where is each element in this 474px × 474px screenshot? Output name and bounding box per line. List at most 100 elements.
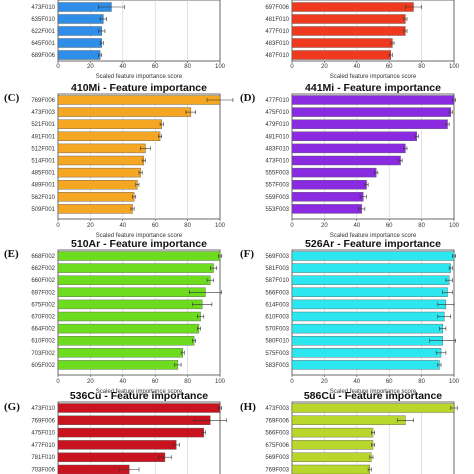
x-tick-label: 20 [87, 64, 94, 70]
category-label: 481F010 [265, 17, 289, 23]
panel-h: 586Cu - Feature importance (H) 473F003 769F… [240, 390, 458, 474]
bar [291, 14, 406, 24]
category-label: 645F001 [31, 41, 55, 47]
category-label: 614F003 [265, 302, 289, 308]
bar [57, 50, 101, 60]
x-tick-label: 80 [184, 64, 191, 70]
x-tick-label: 60 [386, 379, 393, 385]
bar [291, 464, 370, 474]
bar [291, 26, 406, 36]
panel-c: 410Mi - Feature importance (C) 769F006 473F… [4, 82, 234, 239]
category-label: 635F010 [31, 17, 55, 23]
bar [57, 311, 201, 322]
category-label: 781F010 [31, 455, 55, 461]
panel-title: 526Ar - Feature importance [305, 238, 441, 250]
bar [57, 119, 162, 129]
bar [57, 38, 102, 48]
bar [291, 440, 374, 450]
panel-title: 410Mi - Feature importance [71, 82, 207, 94]
bar [57, 323, 200, 334]
x-tick-label: 0 [290, 223, 294, 229]
x-tick-label: 80 [184, 379, 191, 385]
category-label: 509F001 [31, 207, 55, 213]
bar [57, 251, 221, 261]
bar [291, 299, 447, 310]
bar [57, 440, 177, 450]
x-tick-label: 20 [321, 64, 328, 70]
category-label: 575F003 [265, 351, 289, 357]
x-tick-label: 0 [290, 379, 294, 385]
x-tick-label: 40 [119, 64, 126, 70]
category-label: 477F010 [265, 98, 289, 104]
category-label: 566F003 [265, 431, 289, 437]
bar [291, 348, 442, 358]
bar [57, 287, 206, 297]
category-label: 473F010 [31, 406, 55, 412]
category-label: 583F003 [265, 363, 289, 369]
x-tick-label: 80 [418, 223, 425, 229]
category-label: 769F003 [265, 468, 289, 474]
x-tick-label: 40 [353, 379, 360, 385]
bar [291, 119, 448, 129]
bar [291, 311, 445, 322]
category-label: 697F002 [31, 290, 55, 296]
bar [57, 26, 102, 36]
category-label: 689F006 [31, 53, 55, 59]
x-tick-label: 80 [418, 379, 425, 385]
x-tick-label: 100 [449, 223, 460, 229]
category-label: 514F001 [31, 159, 55, 165]
category-label: 668F002 [31, 254, 55, 260]
x-tick-label: 80 [418, 64, 425, 70]
bar [57, 464, 130, 474]
bar [291, 2, 414, 12]
x-axis-label: Scaled feature importance score [96, 233, 183, 239]
category-label: 473F010 [31, 5, 55, 11]
category-label: 670F002 [31, 315, 55, 321]
x-tick-label: 0 [56, 64, 60, 70]
category-label: 521F001 [31, 122, 55, 128]
category-label: 675F002 [31, 302, 55, 308]
category-label: 675F006 [265, 443, 289, 449]
panel-title: 510Ar - Feature importance [71, 238, 207, 250]
bar [291, 179, 367, 190]
x-tick-label: 40 [119, 379, 126, 385]
bar [57, 348, 183, 358]
category-label: 559F003 [265, 195, 289, 201]
bar [291, 336, 443, 346]
bar [57, 167, 141, 178]
bar [291, 204, 362, 214]
panel-e: 510Ar - Feature importance (E) 668F002 662F… [4, 238, 226, 395]
x-tick-label: 20 [87, 379, 94, 385]
bar [57, 14, 104, 24]
category-label: 587F010 [265, 278, 289, 284]
category-label: 622F001 [31, 29, 55, 35]
x-tick-label: 40 [353, 64, 360, 70]
category-label: 570F003 [265, 327, 289, 333]
panel-letter: (H) [240, 401, 256, 413]
bar [57, 107, 192, 117]
panel-letter: (G) [4, 401, 20, 413]
category-label: 664F002 [31, 327, 55, 333]
category-label: 555F003 [265, 171, 289, 177]
category-label: 512F001 [31, 146, 55, 152]
x-tick-label: 40 [353, 223, 360, 229]
bar [291, 155, 401, 166]
category-label: 477F010 [31, 443, 55, 449]
category-label: 769F006 [31, 98, 55, 104]
bar [57, 95, 221, 105]
category-label: 605F002 [31, 363, 55, 369]
bar [57, 263, 214, 273]
category-label: 485F001 [31, 171, 55, 177]
panel-title: 441Mi - Feature importance [305, 82, 441, 94]
bar [57, 204, 133, 214]
x-tick-label: 20 [321, 379, 328, 385]
panel-letter: (F) [240, 248, 254, 260]
category-label: 569F003 [265, 455, 289, 461]
x-tick-label: 80 [184, 223, 191, 229]
x-tick-label: 60 [386, 223, 393, 229]
bar [57, 427, 205, 438]
category-label: 489F001 [31, 183, 55, 189]
bar [291, 38, 393, 48]
